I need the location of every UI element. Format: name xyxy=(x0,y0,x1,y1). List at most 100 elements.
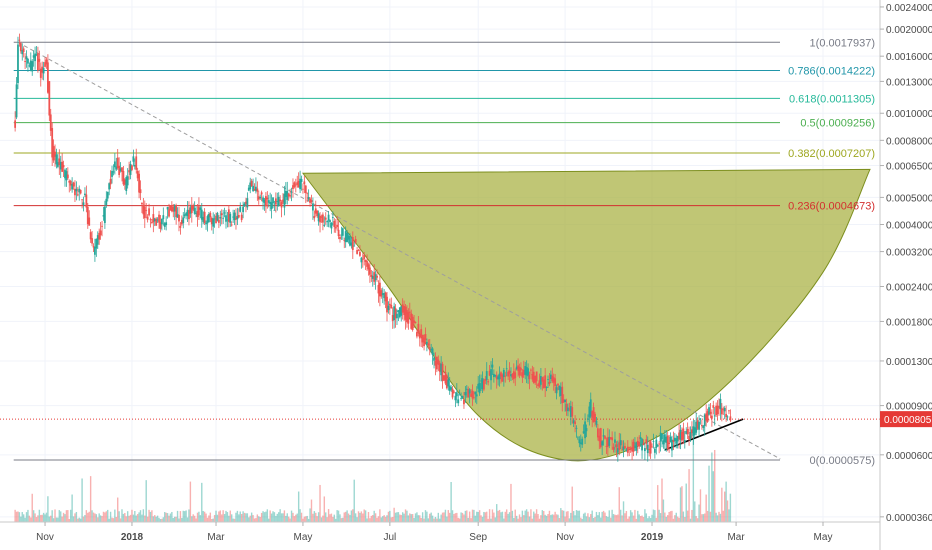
volume-bar xyxy=(366,518,368,522)
volume-bar xyxy=(221,514,223,522)
y-tick-label: 0.0006500 xyxy=(886,162,932,173)
volume-bar xyxy=(561,510,563,522)
candle-body xyxy=(410,313,413,329)
candle-body xyxy=(341,228,344,236)
volume-bar xyxy=(307,518,310,522)
volume-bar xyxy=(460,512,462,522)
volume-bar xyxy=(347,513,350,522)
volume-bar xyxy=(458,518,461,522)
volume-bar xyxy=(332,516,334,522)
candle-body xyxy=(111,170,113,177)
candle-body xyxy=(636,440,639,446)
candle-body xyxy=(581,438,584,445)
candle-body xyxy=(232,216,235,218)
volume-bar xyxy=(282,513,284,522)
volume-bar xyxy=(403,513,405,522)
volume-bar xyxy=(372,515,374,522)
candle-body xyxy=(85,194,88,208)
volume-bar xyxy=(316,516,318,522)
volume-bar xyxy=(592,517,595,522)
volume-bar xyxy=(303,516,306,522)
candle-body xyxy=(32,55,35,58)
volume-bar xyxy=(464,510,467,522)
volume-bar xyxy=(185,510,187,522)
candle-body xyxy=(615,444,618,448)
candle-body xyxy=(209,212,212,218)
candle-body xyxy=(86,206,89,225)
volume-bar xyxy=(165,512,167,522)
candle-body xyxy=(247,187,250,191)
y-tick-label: 0.0020000 xyxy=(886,25,932,36)
volume-bar xyxy=(632,515,635,522)
volume-bar xyxy=(587,513,589,522)
volume-bar xyxy=(577,510,579,522)
volume-bar xyxy=(437,512,440,522)
candle-body xyxy=(299,178,301,190)
candle-body xyxy=(25,56,28,60)
candle-body xyxy=(504,375,507,377)
volume-bar xyxy=(504,511,506,522)
volume-bar xyxy=(191,516,193,522)
volume-bar xyxy=(665,516,667,522)
volume-bar xyxy=(453,513,455,522)
volume-bar xyxy=(356,517,358,522)
candle-body xyxy=(369,267,371,275)
volume-bar xyxy=(78,517,80,522)
volume-bar xyxy=(154,515,156,522)
candle-body xyxy=(112,171,115,173)
candle-body xyxy=(145,210,148,211)
volume-bar xyxy=(652,509,655,522)
volume-bar xyxy=(399,514,401,522)
candle-body xyxy=(180,219,183,225)
candle-body xyxy=(65,171,68,181)
volume-bar xyxy=(44,514,46,522)
volume-bar xyxy=(81,478,83,522)
candle-body xyxy=(460,397,462,399)
candle-body xyxy=(274,198,277,205)
volume-bar xyxy=(199,515,202,522)
candle-body xyxy=(557,383,559,386)
volume-bar xyxy=(725,481,727,522)
candle-body xyxy=(54,151,56,157)
volume-bar xyxy=(574,515,576,522)
volume-bar xyxy=(55,517,58,522)
volume-bar xyxy=(114,509,116,522)
volume-bar xyxy=(75,511,78,522)
candle-body xyxy=(712,405,715,408)
y-tick-label: 0.0010000 xyxy=(886,109,932,120)
volume-bar xyxy=(367,512,370,522)
candle-body xyxy=(619,440,622,446)
candle-body xyxy=(686,429,689,435)
candle-body xyxy=(219,217,222,219)
volume-bar xyxy=(595,511,598,522)
candle-body xyxy=(136,171,139,179)
volume-bar xyxy=(454,513,457,522)
volume-bar xyxy=(205,513,207,522)
candle-body xyxy=(363,255,366,260)
volume-bar xyxy=(202,510,204,522)
candle-body xyxy=(722,408,725,410)
volume-bar xyxy=(501,511,504,522)
candle-body xyxy=(320,216,323,218)
candle-body xyxy=(108,183,111,190)
volume-bar xyxy=(419,515,421,522)
candle-body xyxy=(470,393,472,397)
volume-bar xyxy=(728,509,730,522)
candle-body xyxy=(572,420,575,424)
candle-body xyxy=(307,197,310,200)
volume-bar xyxy=(468,511,471,522)
candle-body xyxy=(48,81,51,116)
volume-bar xyxy=(648,516,650,522)
candle-body xyxy=(45,59,48,65)
volume-bar xyxy=(490,518,492,522)
candle-body xyxy=(260,192,263,195)
volume-bar xyxy=(689,518,692,522)
volume-bar xyxy=(681,486,683,522)
volume-bar xyxy=(443,512,445,522)
volume-bar xyxy=(431,515,434,522)
volume-bar xyxy=(333,514,335,522)
volume-bar xyxy=(27,509,29,522)
candle-body xyxy=(327,214,330,221)
x-tick-label: 2019 xyxy=(641,532,664,543)
candle-body xyxy=(725,413,728,418)
